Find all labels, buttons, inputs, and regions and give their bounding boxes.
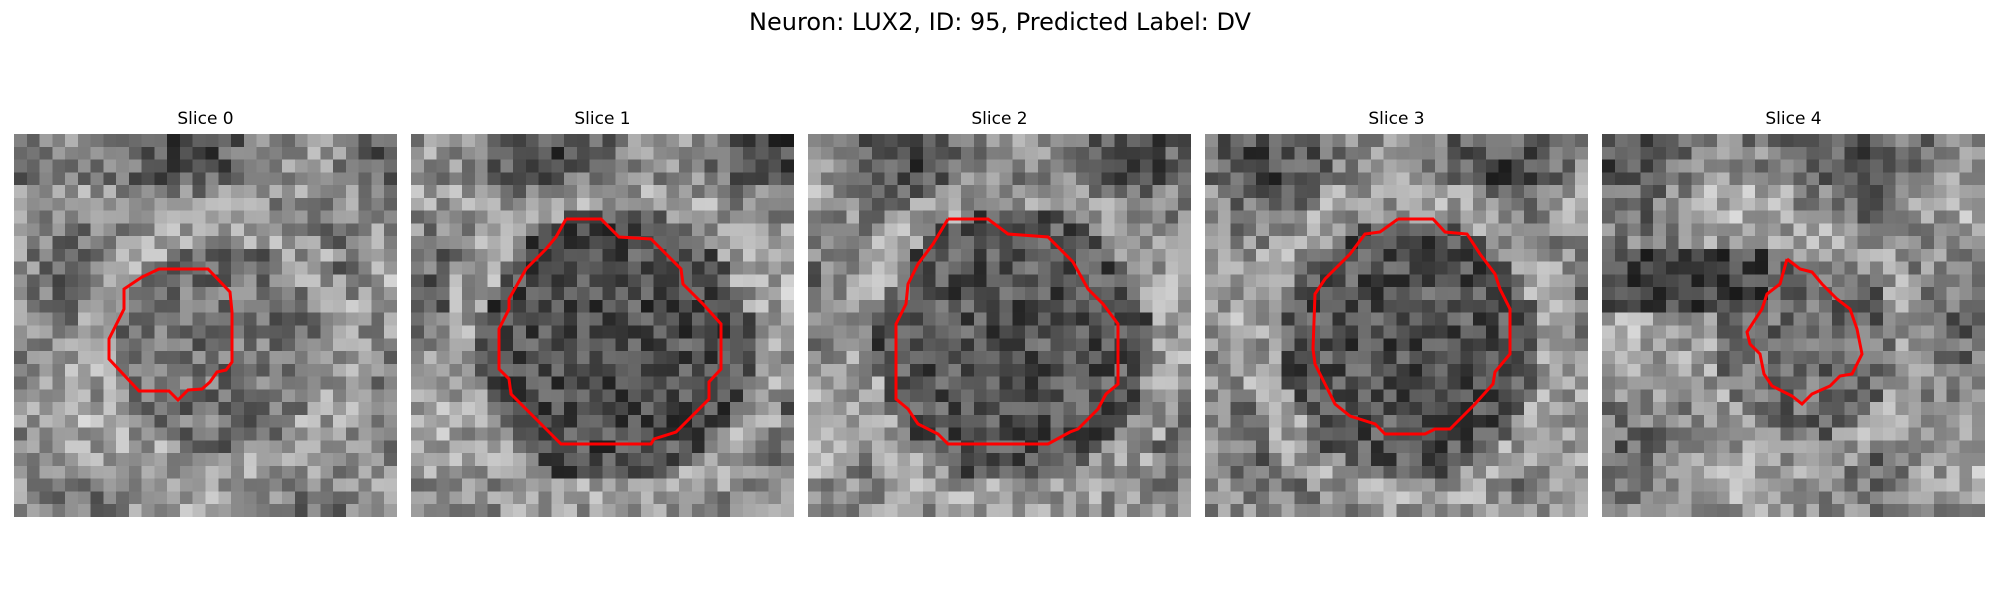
figure-title: Neuron: LUX2, ID: 95, Predicted Label: D…: [749, 8, 1251, 36]
microscopy-slice: [1602, 134, 1985, 517]
slice-image: [1205, 134, 1588, 517]
neuron-contour: [107, 267, 234, 403]
neuron-contour: [1311, 217, 1512, 436]
slice-panel-0: Slice 0: [14, 108, 397, 517]
neuron-contour: [894, 217, 1120, 446]
slice-panel-1: Slice 1: [411, 108, 794, 517]
slice-panel-3: Slice 3: [1205, 108, 1588, 517]
slice-panel-4: Slice 4: [1602, 108, 1985, 517]
slice-title: Slice 4: [1765, 109, 1822, 129]
microscopy-slice: [1205, 134, 1588, 517]
microscopy-slice: [808, 134, 1191, 517]
slice-title: Slice 1: [574, 109, 631, 129]
slice-image: [808, 134, 1191, 517]
slice-image: [1602, 134, 1985, 517]
neuron-contour: [1745, 257, 1864, 407]
slice-title: Slice 3: [1368, 109, 1425, 129]
slice-image: [14, 134, 397, 517]
microscopy-slice: [14, 134, 397, 517]
slice-title: Slice 2: [971, 109, 1028, 129]
slice-image: [411, 134, 794, 517]
microscopy-slice: [411, 134, 794, 517]
slice-panel-2: Slice 2: [808, 108, 1191, 517]
neuron-contour: [497, 217, 723, 446]
slice-title: Slice 0: [177, 109, 234, 129]
